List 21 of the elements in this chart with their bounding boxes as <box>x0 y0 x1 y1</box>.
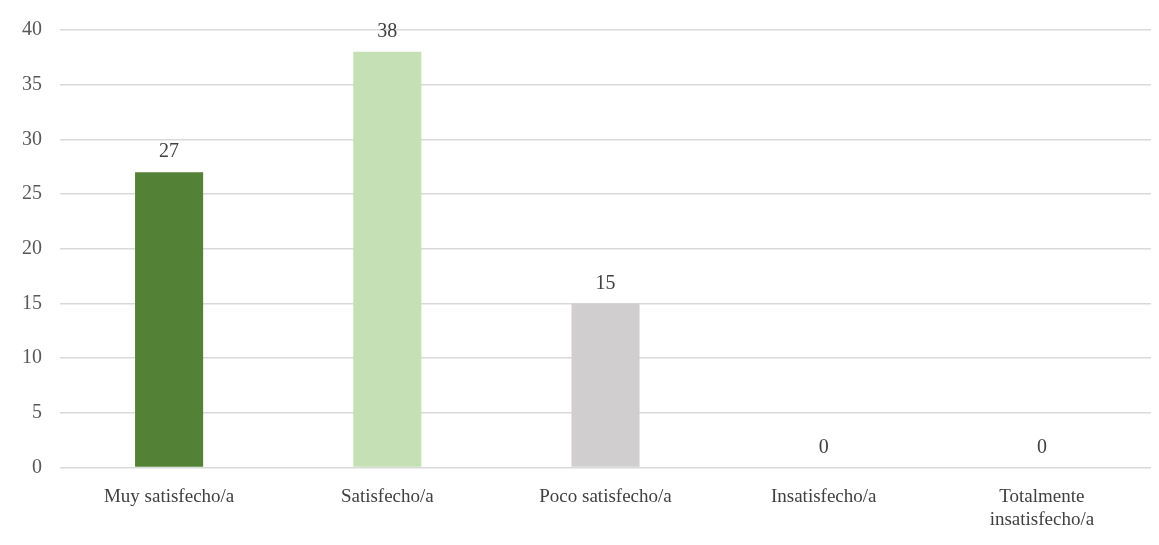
data-label: 15 <box>595 270 616 293</box>
y-tick-label: 30 <box>22 126 42 149</box>
y-tick-label: 20 <box>22 235 42 258</box>
data-label: 0 <box>1036 434 1047 457</box>
x-tick-label: Totalmente insatisfecho/a <box>989 484 1095 529</box>
x-tick-label: Satisfecho/a <box>340 484 435 506</box>
y-tick-label: 15 <box>22 290 42 313</box>
data-label: 0 <box>818 434 829 457</box>
x-tick-label: Poco satisfecho/a <box>539 484 673 506</box>
y-tick-label: 5 <box>32 399 42 422</box>
y-tick-label: 35 <box>22 71 42 94</box>
x-tick-label: Muy satisfecho/a <box>103 484 235 506</box>
y-tick-label: 0 <box>32 454 42 477</box>
data-label: 27 <box>159 139 180 162</box>
y-tick-label: 10 <box>22 345 42 368</box>
bar <box>353 51 422 467</box>
data-label: 38 <box>377 19 398 42</box>
y-tick-label: 25 <box>22 181 42 204</box>
x-tick-label: Insatisfecho/a <box>770 484 878 506</box>
y-tick-label: 40 <box>22 17 42 40</box>
bar <box>135 172 204 467</box>
